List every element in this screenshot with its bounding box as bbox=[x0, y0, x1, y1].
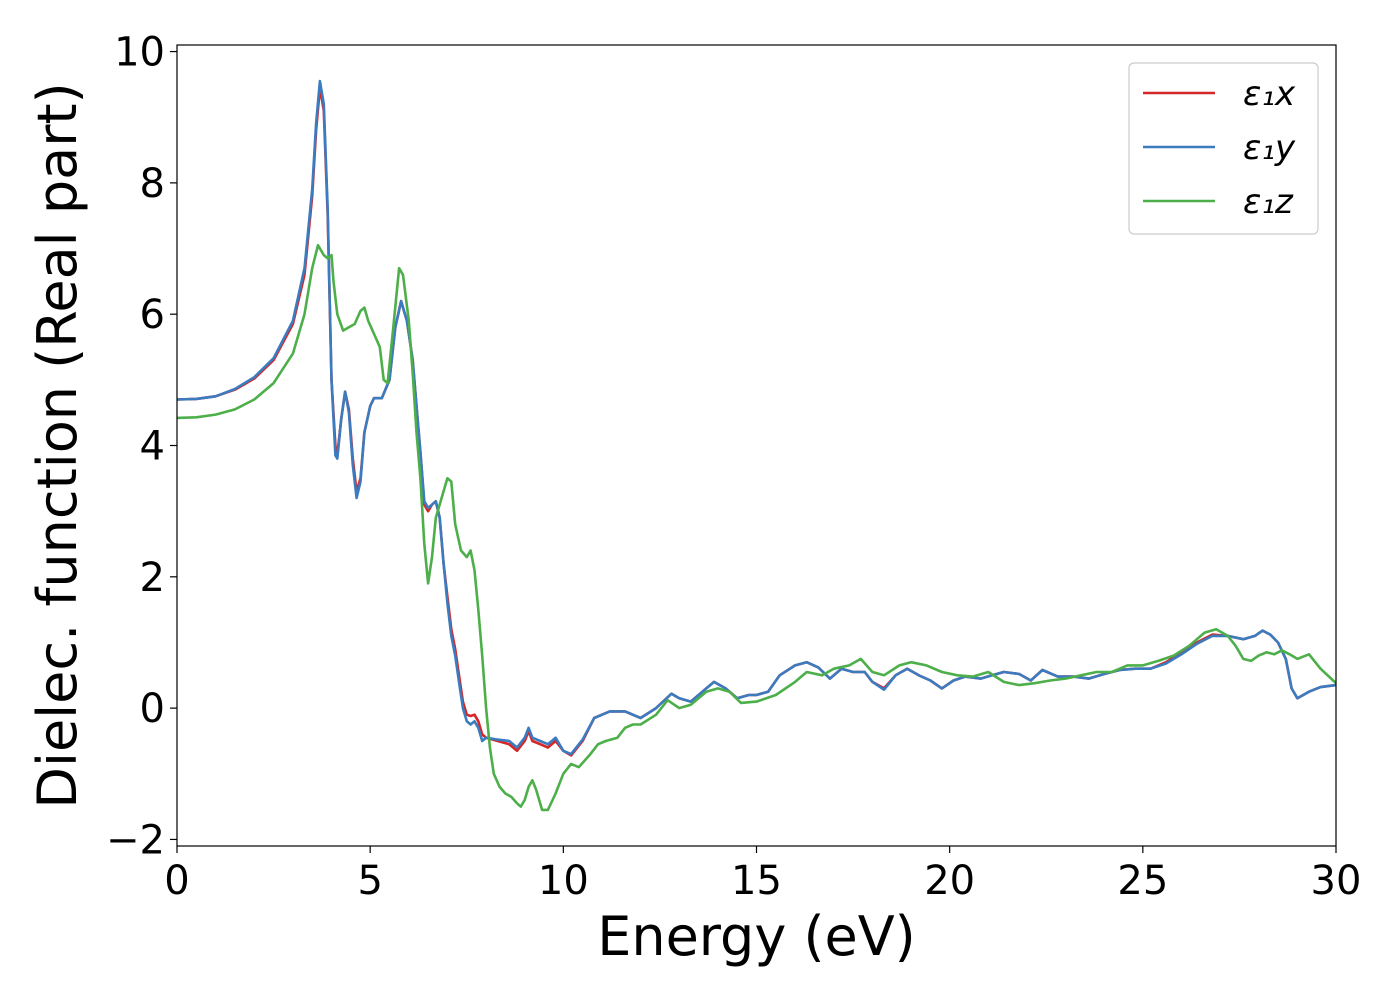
legend-label-3: ε₁z bbox=[1243, 182, 1294, 222]
x-tick-label: 25 bbox=[1117, 858, 1168, 904]
x-tick-label: 15 bbox=[731, 858, 782, 904]
series-line-2 bbox=[177, 79, 1336, 756]
plot-series-group bbox=[177, 79, 1336, 812]
y-tick-label: 6 bbox=[140, 292, 165, 338]
y-tick-label: 4 bbox=[140, 424, 165, 470]
legend-label-2: ε₁y bbox=[1243, 128, 1296, 168]
x-axis-title: Energy (eV) bbox=[597, 905, 916, 968]
y-axis-title: Dielec. function (Real part) bbox=[26, 82, 89, 808]
x-tick-label: 5 bbox=[357, 858, 382, 904]
x-tick-label: 30 bbox=[1311, 858, 1362, 904]
legend-box bbox=[1128, 62, 1319, 235]
y-tick-label: 10 bbox=[114, 30, 165, 76]
series-line-3 bbox=[177, 243, 1336, 812]
x-tick-label: 20 bbox=[924, 858, 975, 904]
legend: ε₁x ε₁y ε₁z bbox=[1128, 62, 1319, 235]
legend-label-1: ε₁x bbox=[1243, 74, 1296, 114]
y-tick-label: 8 bbox=[140, 161, 165, 207]
x-tick-label: 10 bbox=[538, 858, 589, 904]
x-tick-label: 0 bbox=[164, 858, 189, 904]
y-tick-label: −2 bbox=[106, 817, 165, 863]
y-tick-label: 0 bbox=[140, 686, 165, 732]
y-tick-label: 2 bbox=[140, 555, 165, 601]
